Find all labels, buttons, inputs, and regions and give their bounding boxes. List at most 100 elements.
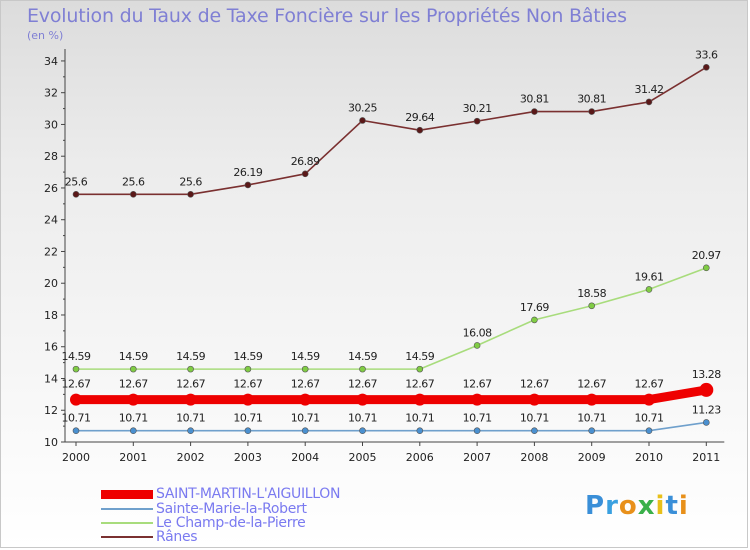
logo-letter: x	[637, 491, 656, 521]
data-label-r-nes: 29.64	[405, 111, 434, 124]
series-point-r-nes	[187, 191, 194, 198]
data-label-r-nes: 30.25	[348, 101, 377, 114]
series-point-r-nes	[244, 181, 252, 189]
data-label-saint-martin-l-aiguillon: 12.67	[520, 378, 549, 391]
data-label-le-champ-de-la-pierre: 14.59	[348, 350, 377, 363]
data-label-le-champ-de-la-pierre: 14.59	[119, 350, 148, 363]
series-point-r-nes	[359, 117, 366, 124]
data-label-saint-martin-l-aiguillon: 12.67	[348, 378, 377, 391]
series-point-saint-martin-l-aiguillon	[643, 393, 655, 406]
data-label-r-nes: 25.6	[65, 175, 88, 188]
series-point-r-nes	[531, 108, 538, 115]
x-tick-label: 2004	[291, 451, 319, 464]
data-label-le-champ-de-la-pierre: 18.58	[577, 287, 606, 300]
series-point-saint-martin-l-aiguillon	[241, 393, 254, 406]
data-label-le-champ-de-la-pierre: 14.59	[291, 350, 320, 363]
series-point-saint-martin-l-aiguillon	[70, 393, 82, 406]
data-label-saint-martin-l-aiguillon: 12.67	[62, 378, 91, 391]
y-tick-label: 28	[44, 150, 58, 163]
y-axis-unit: (en %)	[27, 29, 64, 42]
x-tick-label: 2002	[177, 451, 205, 464]
data-label-r-nes: 25.6	[179, 175, 202, 188]
series-point-saint-martin-l-aiguillon	[413, 393, 426, 406]
y-tick-label: 34	[44, 55, 58, 68]
series-point-le-champ-de-la-pierre	[301, 365, 309, 373]
x-tick-label: 2006	[406, 451, 434, 464]
x-tick-label: 2010	[635, 451, 663, 464]
y-tick-label: 18	[44, 309, 58, 322]
legend-swatch-champ-de-la-pierre	[101, 522, 153, 524]
series-point-le-champ-de-la-pierre	[130, 365, 137, 373]
series-point-r-nes	[130, 191, 137, 198]
series-point-sainte-marie-la-robert	[531, 427, 538, 435]
series-point-sainte-marie-la-robert	[72, 427, 80, 435]
data-label-saint-martin-l-aiguillon: 12.67	[291, 378, 320, 391]
data-label-saint-martin-l-aiguillon: 12.67	[233, 378, 262, 391]
y-tick-label: 32	[44, 87, 58, 100]
data-label-le-champ-de-la-pierre: 17.69	[520, 301, 549, 314]
legend-label-sainte-marie: Sainte-Marie-la-Robert	[156, 501, 307, 517]
y-tick-label: 30	[44, 118, 58, 131]
data-label-sainte-marie-la-robert: 10.71	[348, 412, 377, 425]
x-tick-label: 2005	[349, 451, 377, 464]
y-tick-label: 20	[44, 277, 58, 290]
data-label-saint-martin-l-aiguillon: 13.28	[692, 368, 721, 381]
legend-swatch-saint-martin	[101, 489, 153, 499]
series-point-saint-martin-l-aiguillon	[528, 393, 541, 406]
series-point-saint-martin-l-aiguillon	[356, 393, 369, 406]
data-label-le-champ-de-la-pierre: 20.97	[692, 249, 721, 262]
data-label-r-nes: 33.6	[695, 48, 718, 61]
x-tick-label: 2009	[578, 451, 606, 464]
series-point-saint-martin-l-aiguillon	[699, 382, 714, 397]
data-label-saint-martin-l-aiguillon: 12.67	[635, 378, 664, 391]
series-point-le-champ-de-la-pierre	[187, 365, 194, 373]
series-point-saint-martin-l-aiguillon	[127, 393, 140, 406]
legend-item-champ-de-la-pierre: Le Champ-de-la-Pierre	[101, 515, 306, 531]
data-label-r-nes: 25.6	[122, 175, 145, 188]
series-point-r-nes	[301, 170, 309, 178]
data-label-sainte-marie-la-robert: 10.71	[62, 412, 91, 425]
series-point-le-champ-de-la-pierre	[473, 342, 481, 349]
x-tick-label: 2001	[119, 451, 147, 464]
data-label-le-champ-de-la-pierre: 19.61	[635, 270, 664, 283]
data-label-saint-martin-l-aiguillon: 12.67	[119, 378, 148, 391]
data-label-r-nes: 30.81	[520, 93, 549, 106]
series-point-sainte-marie-la-robert	[301, 427, 309, 435]
logo-letter: o	[618, 491, 638, 521]
series-point-sainte-marie-la-robert	[702, 419, 710, 426]
legend-label-champ-de-la-pierre: Le Champ-de-la-Pierre	[156, 515, 306, 531]
chart-title: Evolution du Taux de Taxe Foncière sur l…	[27, 5, 627, 27]
data-label-r-nes: 30.21	[463, 102, 492, 115]
y-tick-label: 26	[44, 182, 58, 195]
data-label-saint-martin-l-aiguillon: 12.67	[463, 378, 492, 391]
legend-item-sainte-marie: Sainte-Marie-la-Robert	[101, 501, 307, 517]
data-label-le-champ-de-la-pierre: 14.59	[62, 350, 91, 363]
data-label-sainte-marie-la-robert: 10.71	[405, 412, 434, 425]
legend-swatch-ranes	[101, 536, 153, 538]
series-point-le-champ-de-la-pierre	[588, 302, 596, 310]
series-point-saint-martin-l-aiguillon	[585, 393, 598, 406]
data-label-sainte-marie-la-robert: 10.71	[520, 412, 549, 425]
series-point-le-champ-de-la-pierre	[702, 264, 710, 272]
series-point-sainte-marie-la-robert	[588, 427, 596, 435]
legend-item-saint-martin: SAINT-MARTIN-L'AIGUILLON	[101, 486, 340, 502]
series-point-le-champ-de-la-pierre	[72, 365, 80, 373]
series-point-r-nes	[416, 126, 424, 134]
logo-letter: t	[665, 491, 679, 521]
x-tick-label: 2007	[463, 451, 491, 464]
data-label-le-champ-de-la-pierre: 14.59	[233, 350, 262, 363]
logo-letter: P	[585, 491, 606, 521]
series-point-sainte-marie-la-robert	[187, 427, 194, 435]
data-label-sainte-marie-la-robert: 10.71	[233, 412, 262, 425]
data-label-sainte-marie-la-robert: 10.71	[635, 412, 664, 425]
y-tick-label: 16	[44, 341, 58, 354]
y-tick-label: 22	[44, 245, 58, 258]
logo-letter: r	[605, 491, 619, 521]
series-point-sainte-marie-la-robert	[244, 427, 252, 435]
series-point-sainte-marie-la-robert	[645, 427, 653, 435]
legend-swatch-sainte-marie	[101, 508, 153, 510]
series-point-le-champ-de-la-pierre	[244, 365, 252, 373]
legend-label-ranes: Rânes	[156, 529, 198, 545]
series-point-saint-martin-l-aiguillon	[299, 393, 312, 406]
